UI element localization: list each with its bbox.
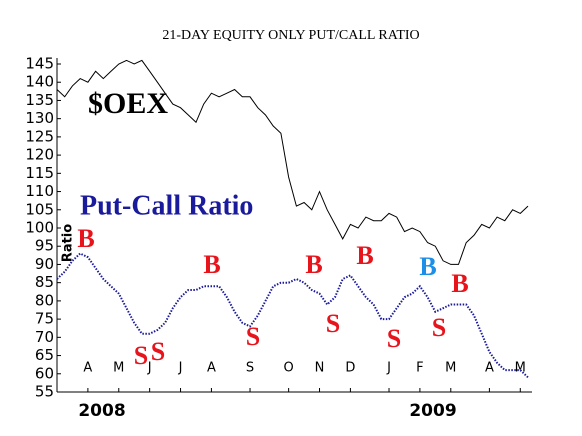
annotation: B xyxy=(203,250,220,279)
series-label: Put-Call Ratio xyxy=(80,190,253,221)
y-tick-label: 145 xyxy=(25,55,54,73)
annotation: B xyxy=(356,241,373,270)
y-tick-label: 140 xyxy=(25,73,54,91)
y-tick-label: 75 xyxy=(35,310,54,328)
year-label: 2008 xyxy=(78,401,125,421)
x-tick-label: A xyxy=(207,361,216,376)
x-tick-label: M xyxy=(113,361,124,376)
x-tick-label: F xyxy=(416,361,423,376)
x-tick-label: J xyxy=(386,361,391,376)
x-tick-label: O xyxy=(284,361,294,376)
y-tick-label: 110 xyxy=(25,182,54,200)
x-tick-label: M xyxy=(445,361,456,376)
year-label: 2009 xyxy=(409,401,456,421)
annotation: B xyxy=(77,224,94,253)
y-tick-label: 100 xyxy=(25,219,54,237)
annotation: S xyxy=(432,313,446,342)
x-tick-label: A xyxy=(83,361,92,376)
y-tick-label: 135 xyxy=(25,91,54,109)
annotation: S xyxy=(326,309,340,338)
y-axis-label: Ratio xyxy=(61,224,76,262)
y-tick-label: 125 xyxy=(25,127,54,145)
x-tick-label: J xyxy=(147,361,152,376)
x-tick-label: A xyxy=(485,361,494,376)
x-tick-label: N xyxy=(315,361,325,376)
annotation: B xyxy=(451,269,468,298)
x-tick-label: D xyxy=(345,361,355,376)
annotation: S xyxy=(246,322,260,351)
series-line xyxy=(56,59,529,265)
y-tick-label: 120 xyxy=(25,146,54,164)
y-tick-label: 95 xyxy=(35,237,54,255)
y-tick-label: 85 xyxy=(35,273,54,291)
y-tick-label: 65 xyxy=(35,346,54,364)
annotation: B xyxy=(305,250,322,279)
series-line xyxy=(56,252,529,379)
annotation: S xyxy=(134,341,148,370)
x-tick-label: S xyxy=(246,361,254,376)
y-tick-label: 55 xyxy=(35,383,54,401)
y-tick-label: 90 xyxy=(35,255,54,273)
x-tick-label: J xyxy=(178,361,183,376)
y-tick-label: 130 xyxy=(25,109,54,127)
y-tick-label: 80 xyxy=(35,291,54,309)
y-tick-label: 115 xyxy=(25,164,54,182)
x-tick-label: M xyxy=(515,361,526,376)
annotation: S xyxy=(151,337,165,366)
chart-title: 21-DAY EQUITY ONLY PUT/CALL RATIO xyxy=(162,28,419,43)
series-label: $OEX xyxy=(88,87,168,120)
annotation: S xyxy=(387,324,401,353)
y-tick-label: 105 xyxy=(25,200,54,218)
y-tick-label: 60 xyxy=(35,364,54,382)
y-tick-label: 70 xyxy=(35,328,54,346)
annotation: B xyxy=(419,252,436,281)
